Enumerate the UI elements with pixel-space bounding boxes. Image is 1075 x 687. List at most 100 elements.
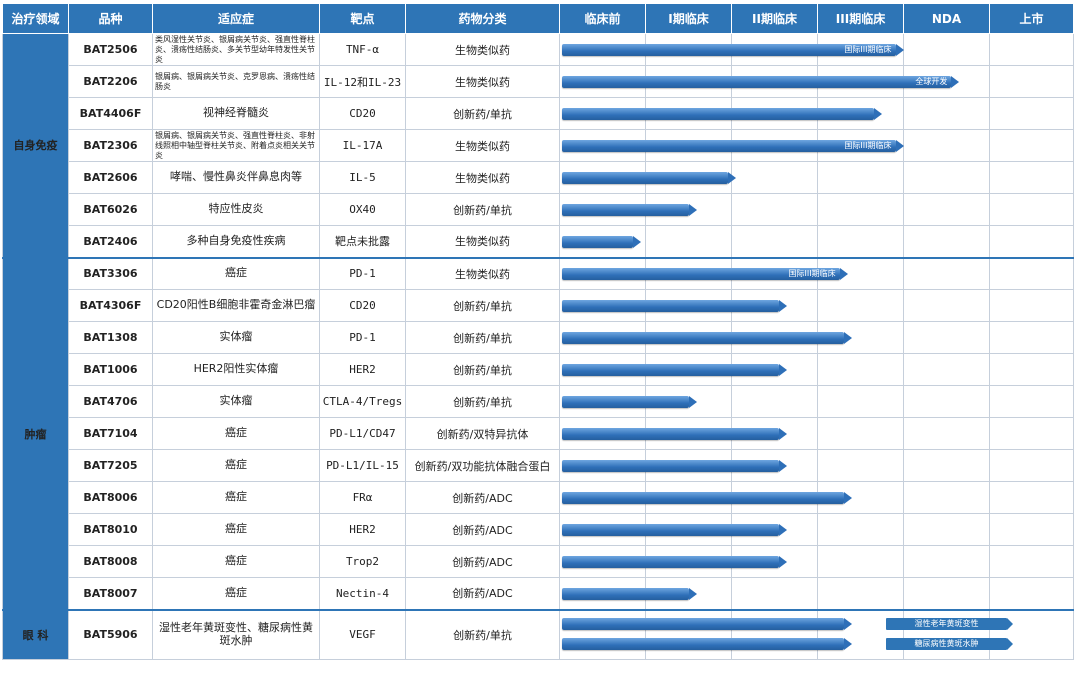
table-row: 眼 科 BAT5906 湿性老年黄斑变性、糖尿病性黄斑水肿 VEGF 创新药/单抗 [2,608,1074,660]
stage-cell [903,225,990,258]
stage-cell [645,256,732,290]
stage-cell [559,225,646,258]
drug-category: 创新药/ADC [405,481,560,514]
stage-cell [989,289,1074,322]
target: IL-17A [319,129,406,162]
product-code: BAT7104 [68,417,153,450]
stage-cell [903,65,990,98]
indication: CD20阳性B细胞非霍奇金淋巴瘤 [152,289,320,322]
indication: 类风湿性关节炎、银屑病关节炎、强直性脊柱炎、溃疡性结肠炎、多关节型幼年特发性关节… [152,33,320,66]
indication: 湿性老年黄斑变性、糖尿病性黄斑水肿 [152,608,320,660]
target: CD20 [319,97,406,130]
table-row: BAT8007 癌症 Nectin-4 创新药/ADC [3,577,1074,610]
stage-cell [559,385,646,418]
indication: 实体瘤 [152,385,320,418]
table-row: BAT2606 哮喘、慢性鼻炎伴鼻息肉等 IL-5 生物类似药 [3,161,1074,194]
indication: 银屑病、银屑病关节炎、强直性脊柱炎、非射线照相中轴型脊柱关节炎、附着点炎相关关节… [152,129,320,162]
header-cell: 适应症 [152,3,320,34]
target: CTLA-4/Tregs [319,385,406,418]
stage-cell [559,449,646,482]
stage-cell [903,481,990,514]
stage-cell [903,608,990,660]
product-code: BAT5906 [68,608,153,660]
therapy-area: 眼 科 [2,608,69,660]
stage-cell [817,449,904,482]
stage-cell [903,577,990,610]
header-cell: I期临床 [645,3,732,34]
indication: 癌症 [152,481,320,514]
stage-cell [559,161,646,194]
stage-cell [817,513,904,546]
indication: 癌症 [152,545,320,578]
product-code: BAT8010 [68,513,153,546]
target: 靶点未批露 [319,225,406,258]
stage-cell [903,161,990,194]
stage-cell [559,513,646,546]
header-cell: II期临床 [731,3,818,34]
target: Nectin-4 [319,577,406,610]
stage-cell [731,256,818,290]
stage-cell [559,321,646,354]
drug-category: 生物类似药 [405,33,560,66]
stage-cell [731,481,818,514]
header-cell: 临床前 [559,3,646,34]
stage-cell [731,577,818,610]
stage-cell [645,97,732,130]
product-code: BAT2206 [68,65,153,98]
stage-cell [645,577,732,610]
indication: 癌症 [152,513,320,546]
product-code: BAT7205 [68,449,153,482]
stage-cell [989,513,1074,546]
stage-cell [989,577,1074,610]
header-cell: III期临床 [817,3,904,34]
product-code: BAT8007 [68,577,153,610]
product-code: BAT3306 [68,256,153,290]
stage-cell [989,161,1074,194]
stage-cell [817,129,904,162]
drug-category: 创新药/ADC [405,513,560,546]
drug-category: 创新药/单抗 [405,608,560,660]
stage-cell [817,256,904,290]
indication: 癌症 [152,577,320,610]
stage-cell [559,65,646,98]
product-code: BAT2606 [68,161,153,194]
drug-category: 创新药/单抗 [405,353,560,386]
stage-cell [645,545,732,578]
product-code: BAT2406 [68,225,153,258]
indication: 视神经脊髓炎 [152,97,320,130]
table-row: BAT4306F CD20阳性B细胞非霍奇金淋巴瘤 CD20 创新药/单抗 [3,289,1074,322]
indication: 多种自身免疫性疾病 [152,225,320,258]
header-cell: 靶点 [319,3,406,34]
stage-cell [731,513,818,546]
stage-cell [645,481,732,514]
stage-cell [559,97,646,130]
stage-cell [731,321,818,354]
target: PD-1 [319,256,406,290]
stage-cell [989,256,1074,290]
header-cell: NDA [903,3,990,34]
stage-cell [645,513,732,546]
target: OX40 [319,193,406,226]
target: IL-12和IL-23 [319,65,406,98]
therapy-area: 自身免疫 [2,33,69,258]
indication: 哮喘、慢性鼻炎伴鼻息肉等 [152,161,320,194]
target: CD20 [319,289,406,322]
stage-cell [817,353,904,386]
product-code: BAT1308 [68,321,153,354]
stage-cell [559,129,646,162]
header-cell: 治疗领域 [2,3,69,34]
drug-category: 创新药/单抗 [405,97,560,130]
drug-category: 创新药/双特异抗体 [405,417,560,450]
table-row: BAT2206 银屑病、银屑病关节炎、克罗恩病、溃疡性结肠炎 IL-12和IL-23… [3,65,1074,98]
drug-category: 生物类似药 [405,256,560,290]
stage-cell [989,608,1074,660]
stage-cell [731,33,818,66]
drug-category: 创新药/单抗 [405,385,560,418]
stage-cell [903,385,990,418]
stage-cell [559,417,646,450]
stage-cell [645,193,732,226]
stage-cell [645,161,732,194]
stage-cell [817,65,904,98]
stage-cell [989,97,1074,130]
table-row: BAT8006 癌症 FRα 创新药/ADC [3,481,1074,514]
